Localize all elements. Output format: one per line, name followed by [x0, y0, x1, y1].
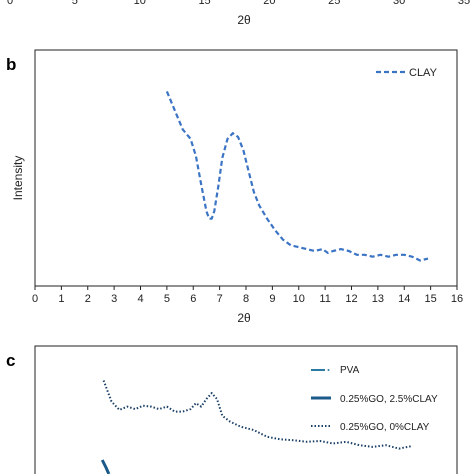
- panel-b-x-tick-label: 8: [243, 293, 249, 305]
- panel-a-x-axis-label: 2θ: [237, 13, 251, 27]
- panel-c-label: c: [6, 351, 15, 370]
- panel-b-x-tick-label: 11: [319, 293, 330, 305]
- panel-b-x-tick-label: 6: [190, 293, 196, 305]
- panel-b-x-tick-label: 7: [217, 293, 223, 305]
- series-line-go-clay: [100, 459, 111, 474]
- panel-b-x-tick-label: 3: [111, 293, 117, 305]
- panel-b-series-group: [165, 90, 429, 262]
- panel-a-x-tick-label: 10: [134, 0, 146, 7]
- panel-b-y-axis-label: Intensity: [11, 156, 25, 201]
- panel-a-x-tick-label: 20: [263, 0, 275, 7]
- panel-a-x-tick-label: 30: [393, 0, 405, 7]
- legend-label-go-noclay: 0.25%GO, 0%CLAY: [340, 422, 430, 433]
- panel-b-x-tick-label: 2: [85, 293, 91, 305]
- panel-c-series-group: [100, 380, 413, 474]
- panel-a-x-tick-label: 15: [198, 0, 210, 7]
- legend-label-pva: PVA: [340, 365, 360, 376]
- panel-b-x-tick-label: 4: [137, 293, 143, 305]
- panel-b-x-tick-label: 10: [293, 293, 305, 305]
- panel-b-x-tick-label: 5: [164, 293, 170, 305]
- series-line-go-noclay: [102, 380, 413, 450]
- panel-a-x-tick-label: 35: [458, 0, 470, 7]
- panel-b-x-tick-label: 12: [345, 293, 357, 305]
- panel-c-plot-frame: [34, 345, 458, 474]
- legend-label-clay: CLAY: [409, 67, 438, 79]
- panel-b-x-axis-label: 2θ: [237, 311, 251, 325]
- panel-a-x-tick-label: 5: [72, 0, 78, 7]
- panel-b-x-tick-label: 9: [269, 293, 275, 305]
- panel-b-x-tick-label: 16: [451, 293, 463, 305]
- panel-c-legend: PVA 0.25%GO, 2.5%CLAY 0.25%GO, 0%CLAY: [311, 365, 438, 433]
- panel-b-x-tick-label: 14: [398, 293, 410, 305]
- panel-a-x-tick-label: 0: [7, 0, 13, 7]
- panel-b-x-tick-label: 15: [425, 293, 437, 305]
- series-line-clay: [165, 90, 429, 262]
- panel-b-plot-frame: [34, 49, 458, 287]
- panel-b-x-tick-label: 1: [58, 293, 64, 305]
- panel-b-x-axis: 0 1 2 3 4 5 6 7 8 9 10 11 12 13 14 15 16: [32, 286, 463, 305]
- legend-swatch-pva-dot: [327, 369, 330, 371]
- panel-a-x-tick-label: 25: [328, 0, 340, 7]
- panel-b-label: b: [6, 55, 16, 74]
- panel-b-legend: CLAY: [376, 67, 438, 79]
- panel-b-x-tick-label: 0: [32, 293, 38, 305]
- panel-a-x-axis: 0 5 10 15 20 25 30 35: [7, 0, 470, 7]
- legend-label-go-clay: 0.25%GO, 2.5%CLAY: [340, 394, 438, 405]
- panel-b-x-tick-label: 13: [372, 293, 384, 305]
